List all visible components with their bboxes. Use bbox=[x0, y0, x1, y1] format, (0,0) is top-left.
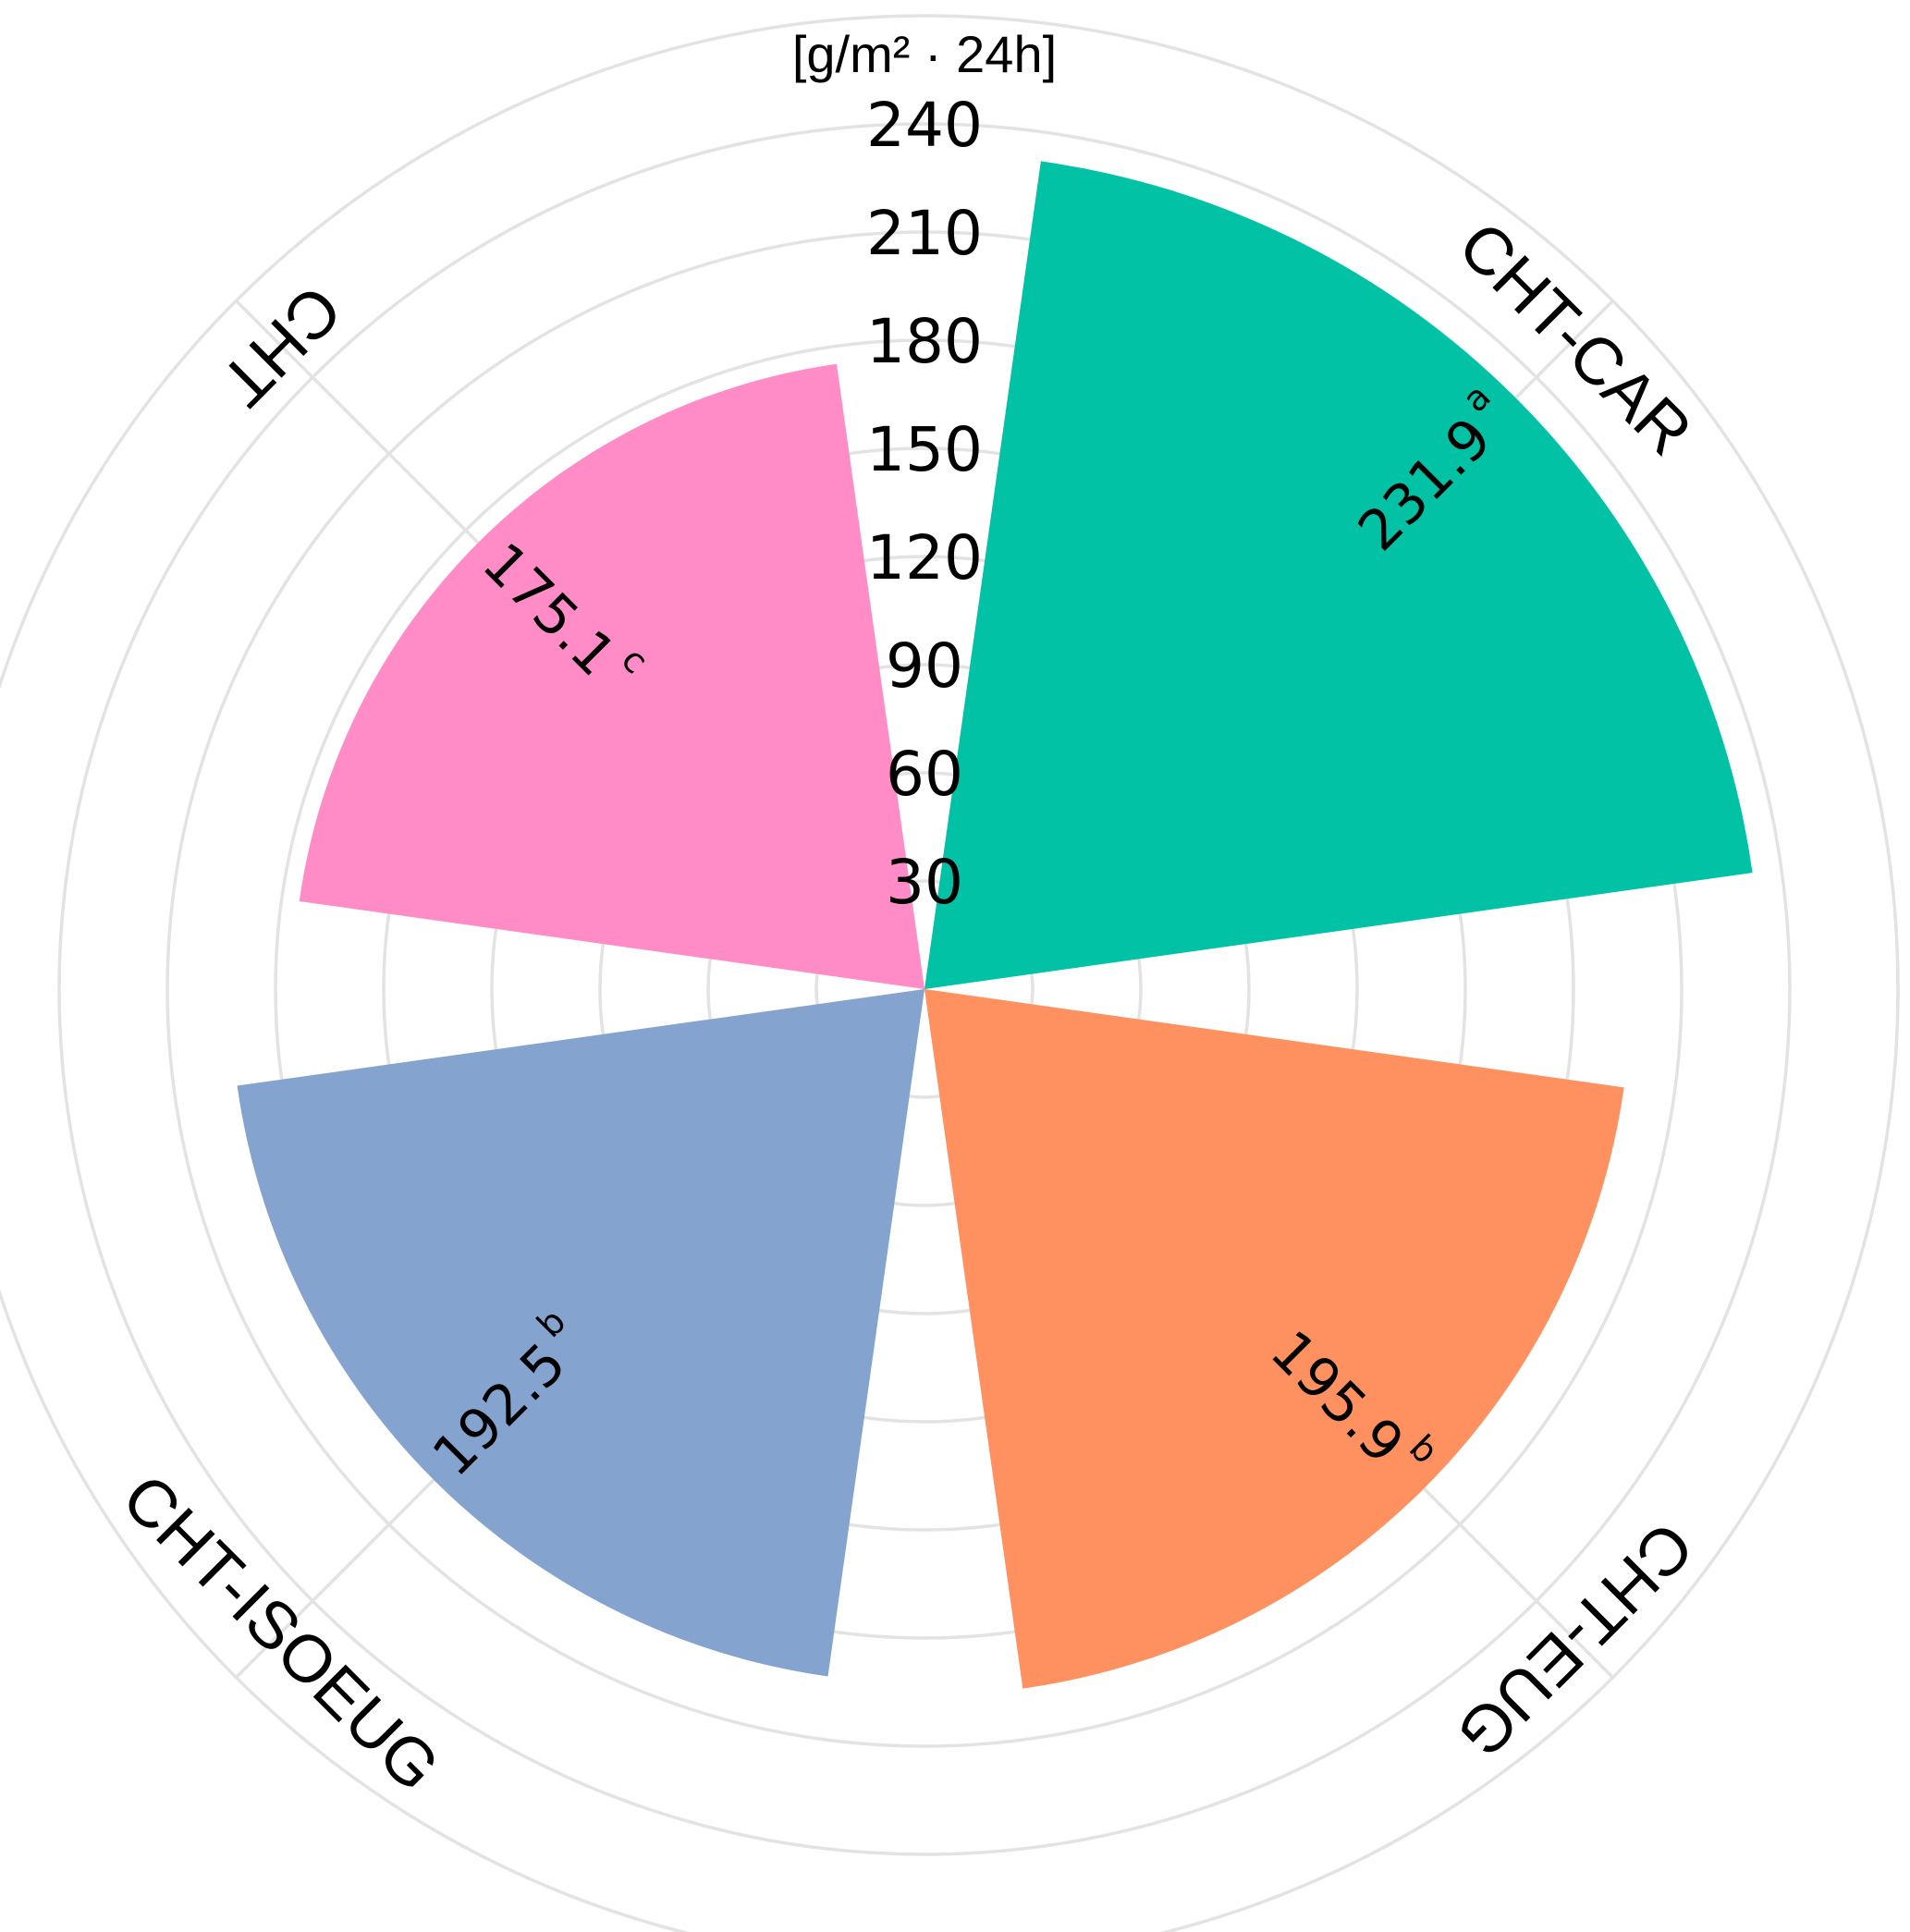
grid-circle-1 bbox=[706, 771, 1143, 1207]
grid-circle-5 bbox=[274, 338, 1575, 1640]
grid-circle-8 bbox=[0, 14, 1900, 1932]
grid-circle-2 bbox=[598, 663, 1251, 1315]
r-tick-label-60: 60 bbox=[886, 739, 963, 810]
r-tick-label-120: 120 bbox=[866, 522, 983, 593]
r-tick-label-180: 180 bbox=[866, 306, 983, 377]
bar-cht-eug bbox=[924, 989, 1624, 1689]
bar-cht-isoeug bbox=[237, 989, 924, 1677]
r-tick-label-30: 30 bbox=[886, 847, 963, 918]
radial-tick-labels: 30 60 90 120 150 180 210 240 bbox=[866, 90, 983, 918]
r-tick-label-150: 150 bbox=[866, 414, 983, 485]
grid-circle-0 bbox=[814, 879, 1035, 1099]
bars bbox=[237, 161, 1753, 1689]
r-tick-label-210: 210 bbox=[866, 198, 983, 269]
grid-circle-3 bbox=[490, 555, 1359, 1424]
r-tick-label-240: 240 bbox=[866, 90, 983, 161]
bar-cht bbox=[299, 363, 924, 989]
bar-cht-car bbox=[924, 161, 1753, 989]
grid-circle-4 bbox=[382, 446, 1467, 1532]
radial-grid bbox=[0, 14, 1900, 1932]
grid-circle-7 bbox=[57, 122, 1792, 1856]
grid-circle-6 bbox=[165, 230, 1683, 1748]
unit-label: [g/m² · 24h] bbox=[792, 25, 1057, 83]
r-tick-label-90: 90 bbox=[886, 630, 963, 702]
